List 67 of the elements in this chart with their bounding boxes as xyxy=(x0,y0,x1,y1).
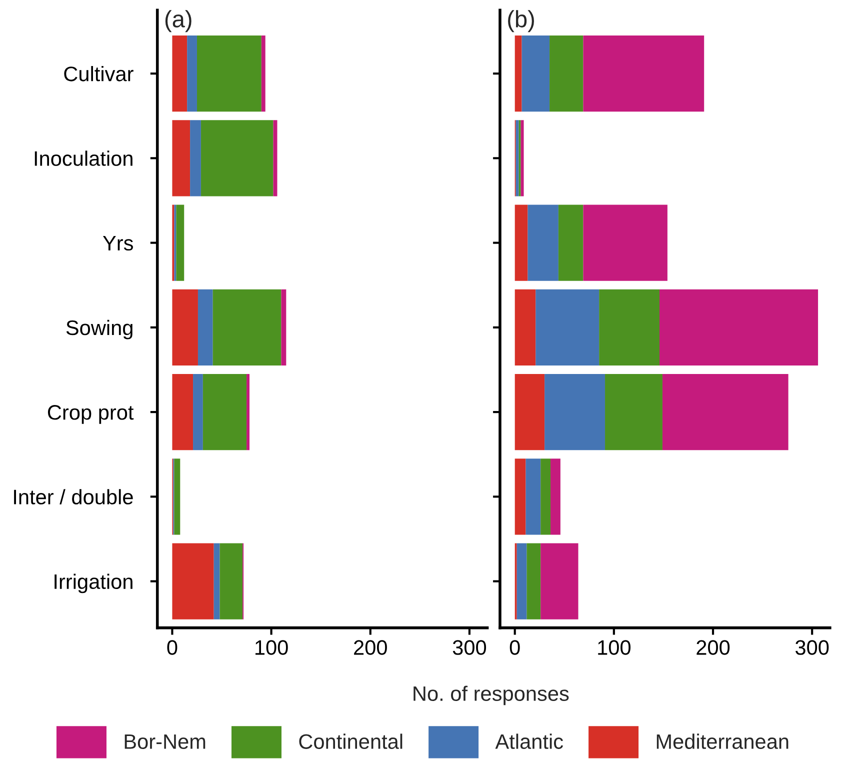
bar xyxy=(514,35,522,112)
bar xyxy=(193,374,203,450)
bar xyxy=(526,458,541,535)
bar xyxy=(174,458,180,535)
bar xyxy=(214,543,220,620)
bar xyxy=(172,543,214,620)
bar xyxy=(212,289,282,366)
bar xyxy=(514,289,536,366)
bar xyxy=(516,120,519,196)
y-tick-label: Yrs xyxy=(102,236,133,251)
bar xyxy=(522,35,550,112)
x-tick-label: 300 xyxy=(796,640,829,655)
bar xyxy=(583,35,704,112)
legend-label: Mediterranean xyxy=(656,734,788,749)
y-tick-label: Inter / double xyxy=(14,489,133,504)
bar xyxy=(558,204,584,281)
legend-label: Atlantic xyxy=(495,734,563,749)
bar xyxy=(176,204,184,281)
bar xyxy=(190,120,201,196)
bar xyxy=(514,374,545,450)
bar xyxy=(662,374,788,450)
y-tick-label: Crop prot xyxy=(48,405,134,424)
x-tick-label: 300 xyxy=(452,640,486,655)
bar xyxy=(172,120,190,196)
bar xyxy=(526,543,541,620)
bar xyxy=(550,458,560,535)
bar xyxy=(200,120,274,196)
x-tick-label: 200 xyxy=(696,640,730,655)
bar xyxy=(599,289,660,366)
bar xyxy=(528,204,558,281)
y-tick-label: Sowing xyxy=(66,320,132,340)
x-tick-label: 100 xyxy=(598,640,630,655)
bar xyxy=(261,35,266,112)
bar xyxy=(514,458,526,535)
bar xyxy=(540,458,551,535)
bar xyxy=(172,35,188,112)
bar xyxy=(172,374,194,450)
chart-title: (b) xyxy=(508,10,534,32)
bar xyxy=(516,543,527,620)
bar xyxy=(187,35,197,112)
bar xyxy=(583,204,668,281)
bar xyxy=(220,543,243,620)
y-tick-label: Inoculation xyxy=(34,150,132,166)
chart-title: (a) xyxy=(165,10,192,32)
bar xyxy=(540,543,578,620)
bar xyxy=(520,120,524,196)
y-tick-label: Cultivar xyxy=(64,66,134,82)
y-tick-label: Irrigation xyxy=(54,574,132,594)
bar xyxy=(196,35,262,112)
bar xyxy=(246,374,250,450)
x-tick-label: 0 xyxy=(167,640,178,655)
x-tick-label: 100 xyxy=(256,640,288,655)
x-tick-label: 0 xyxy=(510,640,520,655)
bar xyxy=(198,289,213,366)
bar xyxy=(536,289,600,366)
x-tick-label: 200 xyxy=(354,640,387,655)
bar xyxy=(514,204,528,281)
bar xyxy=(202,374,247,450)
bar xyxy=(550,35,584,112)
bar xyxy=(605,374,662,450)
bar xyxy=(660,289,818,366)
bar xyxy=(281,289,286,366)
legend-label: Continental xyxy=(299,734,402,749)
bar xyxy=(544,374,606,450)
bar xyxy=(172,289,198,366)
legend-label: Bor-Nem xyxy=(124,734,206,749)
x-axis-title: No. of responses xyxy=(414,686,569,706)
